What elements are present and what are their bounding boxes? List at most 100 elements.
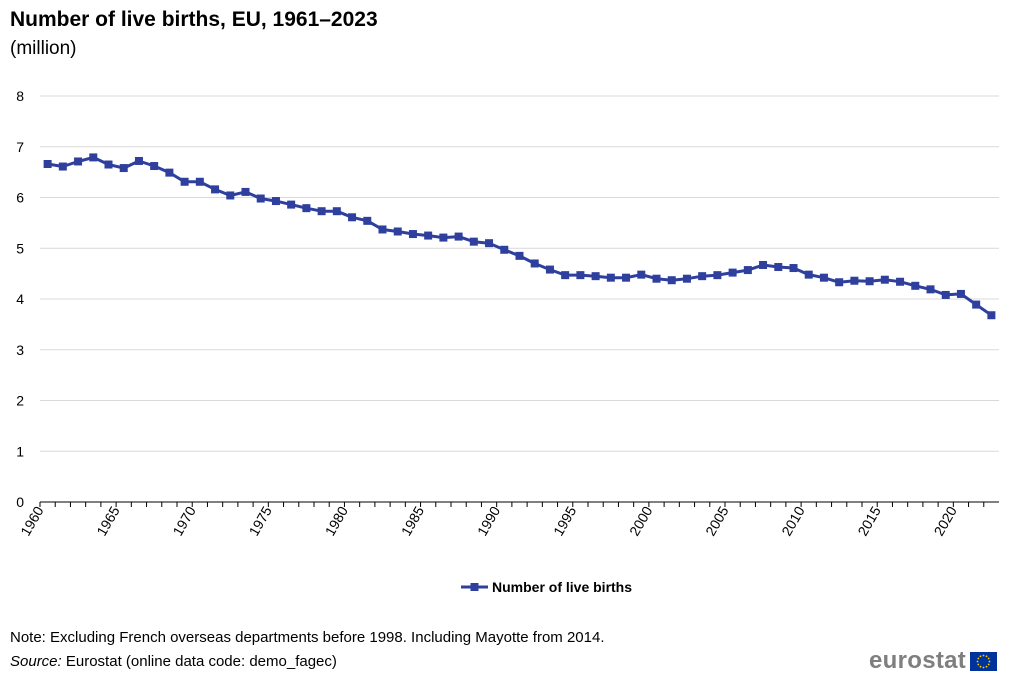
data-point bbox=[469, 237, 478, 246]
legend-label: Number of live births bbox=[492, 579, 632, 595]
x-tick-label: 2005 bbox=[702, 503, 732, 538]
data-point bbox=[515, 251, 524, 260]
data-point bbox=[804, 270, 813, 279]
data-point bbox=[956, 289, 965, 298]
data-point bbox=[485, 239, 494, 248]
data-point bbox=[348, 213, 357, 222]
data-point bbox=[880, 275, 889, 284]
data-point bbox=[972, 300, 981, 309]
series-line bbox=[47, 155, 993, 317]
flag-star bbox=[977, 663, 980, 665]
data-point bbox=[408, 230, 417, 239]
flag-star bbox=[987, 663, 990, 665]
data-point bbox=[454, 232, 463, 241]
y-tick-label: 3 bbox=[16, 342, 24, 358]
x-tick-label: 1990 bbox=[474, 503, 504, 538]
x-tick-label: 2020 bbox=[930, 503, 960, 538]
data-point bbox=[941, 290, 950, 299]
flag-star bbox=[985, 665, 988, 668]
footnote: Note: Excluding French overseas departme… bbox=[10, 629, 605, 646]
data-point bbox=[698, 272, 707, 281]
x-tick-label: 1995 bbox=[550, 503, 580, 538]
flag-star bbox=[977, 657, 980, 659]
data-point bbox=[165, 168, 174, 177]
y-tick-label: 5 bbox=[16, 240, 24, 256]
data-point bbox=[896, 277, 905, 286]
flag-star bbox=[987, 657, 990, 659]
data-point bbox=[652, 274, 661, 283]
data-point bbox=[865, 277, 874, 286]
chart-subtitle: (million) bbox=[10, 38, 77, 59]
x-axis: 1960 1965 1970 1975 1980 1985 1990 1995 2000 2005… bbox=[17, 501, 999, 538]
eu-flag-icon bbox=[970, 651, 998, 671]
x-tick-label: 1970 bbox=[169, 503, 199, 538]
data-point bbox=[89, 153, 98, 162]
legend-marker-swatch bbox=[470, 583, 479, 591]
y-tick-label: 7 bbox=[16, 139, 24, 155]
y-tick-label: 0 bbox=[16, 494, 24, 510]
data-point bbox=[211, 185, 220, 194]
data-point bbox=[332, 207, 341, 216]
data-point bbox=[287, 200, 296, 209]
data-point bbox=[819, 273, 828, 282]
data-point bbox=[713, 271, 722, 280]
data-point bbox=[226, 191, 235, 200]
flag-star bbox=[979, 665, 982, 668]
data-point bbox=[606, 273, 615, 282]
data-point bbox=[378, 225, 387, 234]
x-tick-label: 1980 bbox=[322, 503, 352, 538]
data-point bbox=[180, 177, 189, 186]
data-point bbox=[393, 227, 402, 236]
data-point bbox=[576, 271, 585, 280]
source-label: Source: bbox=[10, 653, 62, 670]
flag-star bbox=[982, 666, 985, 668]
y-axis-ticks: 0 1 2 3 4 5 6 7 8 bbox=[16, 88, 24, 510]
data-point bbox=[271, 197, 280, 206]
data-point bbox=[119, 164, 128, 173]
data-point bbox=[774, 263, 783, 272]
flag-star bbox=[976, 660, 979, 662]
series-live-births bbox=[43, 153, 996, 320]
data-point bbox=[850, 276, 859, 285]
data-point bbox=[789, 264, 798, 273]
data-point bbox=[317, 207, 326, 216]
flag-star bbox=[979, 654, 982, 657]
data-point bbox=[728, 268, 737, 277]
data-point bbox=[58, 162, 67, 171]
data-point bbox=[926, 285, 935, 294]
data-point bbox=[545, 265, 554, 274]
data-point bbox=[439, 233, 448, 242]
data-point bbox=[759, 260, 768, 269]
y-tick-label: 4 bbox=[16, 291, 24, 307]
data-point bbox=[424, 231, 433, 240]
chart-title: Number of live births, EU, 1961–2023 bbox=[10, 8, 378, 31]
data-point bbox=[911, 281, 920, 290]
x-tick-label: 2015 bbox=[854, 503, 884, 538]
data-point bbox=[530, 259, 539, 268]
eurostat-logo-text: eurostat bbox=[869, 647, 967, 674]
data-point bbox=[43, 160, 52, 169]
data-point bbox=[561, 271, 570, 280]
data-point bbox=[302, 204, 311, 213]
flag-star bbox=[988, 660, 991, 662]
flag-star bbox=[982, 654, 985, 656]
data-point bbox=[637, 270, 646, 279]
data-point bbox=[195, 177, 204, 186]
y-tick-label: 1 bbox=[16, 443, 24, 459]
x-tick-label: 1965 bbox=[93, 503, 123, 538]
data-point bbox=[835, 278, 844, 287]
x-tick-label: 2010 bbox=[778, 503, 808, 538]
data-point bbox=[150, 162, 159, 171]
data-point bbox=[241, 187, 250, 196]
data-point bbox=[743, 266, 752, 275]
data-point bbox=[363, 216, 372, 225]
data-point bbox=[134, 156, 143, 165]
data-point bbox=[682, 274, 691, 283]
data-point bbox=[500, 245, 509, 254]
x-tick-label: 1985 bbox=[398, 503, 428, 538]
data-point bbox=[667, 276, 676, 285]
data-point bbox=[104, 160, 113, 169]
x-tick-label: 1975 bbox=[245, 503, 275, 538]
legend: Number of live births bbox=[461, 579, 632, 595]
